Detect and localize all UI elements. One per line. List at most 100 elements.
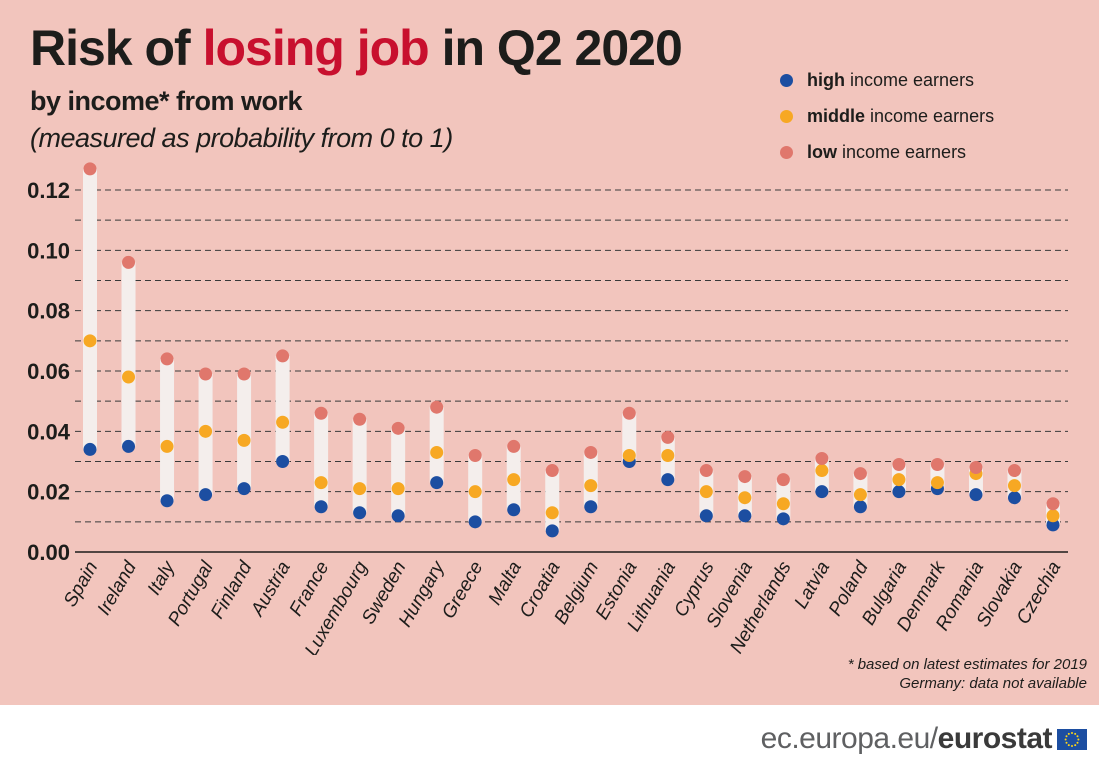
range-bar bbox=[429, 407, 444, 483]
middle-income-point bbox=[545, 506, 559, 520]
x-category-label: Malta bbox=[485, 558, 526, 609]
legend-label-bold: low bbox=[807, 141, 837, 162]
range-bar bbox=[622, 413, 637, 462]
high-income-point bbox=[1007, 491, 1021, 505]
legend-item-low: low income earners bbox=[780, 134, 994, 170]
middle-income-point bbox=[160, 439, 174, 453]
footnote-estimates: * based on latest estimates for 2019 bbox=[847, 656, 1087, 673]
low-income-point bbox=[622, 406, 636, 420]
high-income-point bbox=[815, 485, 829, 499]
low-income-point bbox=[930, 458, 944, 472]
low-income-point bbox=[391, 421, 405, 435]
low-income-point bbox=[468, 448, 482, 462]
middle-income-point bbox=[237, 433, 251, 447]
title-part2: in Q2 2020 bbox=[441, 20, 683, 76]
high-income-point bbox=[122, 439, 136, 453]
low-income-point bbox=[353, 412, 367, 426]
range-bar bbox=[275, 355, 290, 462]
middle-income-point bbox=[584, 479, 598, 493]
legend-item-middle: middle income earners bbox=[780, 98, 994, 134]
high-income-point bbox=[969, 488, 983, 502]
low-income-point bbox=[507, 439, 521, 453]
page-title: Risk of losing job in Q2 2020 bbox=[30, 18, 683, 78]
low-income-point bbox=[776, 473, 790, 487]
legend-label-rest: income earners bbox=[850, 69, 975, 90]
low-income-point bbox=[1007, 464, 1021, 478]
high-income-point bbox=[314, 500, 328, 514]
high-income-point bbox=[391, 509, 405, 523]
high-income-point bbox=[430, 476, 444, 490]
y-tick-label: 0.08 bbox=[27, 299, 70, 324]
low-income-point bbox=[969, 461, 983, 475]
range-bar bbox=[545, 470, 560, 531]
y-tick-label: 0.10 bbox=[27, 238, 70, 263]
high-income-point bbox=[83, 442, 97, 456]
high-income-point bbox=[584, 500, 598, 514]
low-income-point bbox=[738, 470, 752, 484]
low-income-point bbox=[160, 352, 174, 366]
high-income-point bbox=[1046, 518, 1060, 532]
high-income-point bbox=[738, 509, 752, 523]
low-income-point bbox=[661, 430, 675, 444]
range-bar bbox=[121, 262, 136, 447]
range-bar bbox=[314, 413, 329, 507]
middle-income-point bbox=[122, 370, 136, 384]
middle-income-point bbox=[507, 473, 521, 487]
middle-income-point bbox=[930, 476, 944, 490]
y-tick-label: 0.04 bbox=[27, 419, 71, 444]
legend-label-rest: income earners bbox=[870, 105, 995, 126]
middle-income-point bbox=[391, 482, 405, 496]
middle-income-point bbox=[661, 448, 675, 462]
range-bar bbox=[160, 358, 175, 501]
high-income-point bbox=[776, 512, 790, 526]
y-tick-label: 0.02 bbox=[27, 480, 70, 505]
measure-note: (measured as probability from 0 to 1) bbox=[30, 123, 453, 153]
legend-label-bold: high bbox=[807, 69, 845, 90]
middle-income-point bbox=[468, 485, 482, 499]
middle-income-point bbox=[622, 448, 636, 462]
legend-item-high: high income earners bbox=[780, 62, 994, 98]
subtitle: by income* from work bbox=[30, 86, 303, 116]
high-income-point bbox=[507, 503, 521, 517]
low-income-point bbox=[584, 445, 598, 459]
middle-income-point bbox=[430, 445, 444, 459]
range-bar bbox=[352, 419, 367, 513]
legend: high income earners middle income earner… bbox=[780, 62, 994, 170]
range-bar bbox=[237, 374, 252, 489]
infographic-panel: Risk of losing job in Q2 2020 by income*… bbox=[0, 0, 1099, 705]
title-part1: Risk of bbox=[30, 20, 191, 76]
eu-flag-icon bbox=[1057, 728, 1087, 750]
middle-income-point bbox=[853, 488, 867, 502]
dot-range-chart: 0.000.020.040.060.080.100.12SpainIreland… bbox=[27, 162, 1068, 655]
legend-label-bold: middle bbox=[807, 105, 866, 126]
middle-income-point bbox=[815, 464, 829, 478]
source-url: ec.europa.eu/ bbox=[760, 722, 938, 755]
middle-income-point bbox=[276, 415, 290, 429]
low-income-point bbox=[199, 367, 213, 381]
high-income-point bbox=[276, 455, 290, 468]
high-income-point bbox=[892, 485, 906, 499]
low-income-point bbox=[815, 451, 829, 465]
middle-income-point bbox=[738, 491, 752, 505]
low-income-point bbox=[237, 367, 251, 381]
middle-income-point bbox=[776, 497, 790, 511]
range-bar bbox=[83, 168, 97, 450]
high-income-point bbox=[699, 509, 713, 523]
middle-income-point bbox=[199, 424, 213, 438]
y-tick-label: 0.06 bbox=[27, 359, 70, 384]
high-income-point bbox=[661, 473, 675, 487]
low-income-point bbox=[892, 458, 906, 472]
middle-income-point bbox=[1007, 479, 1021, 493]
middle-income-dot-icon bbox=[780, 109, 793, 123]
source-footer: ec.europa.eu/ eurostat bbox=[761, 722, 1087, 756]
footnote-germany: Germany: data not available bbox=[899, 675, 1087, 692]
legend-label-rest: income earners bbox=[842, 141, 967, 162]
eurostat-brand: eurostat bbox=[937, 722, 1053, 755]
high-income-point bbox=[545, 524, 559, 538]
high-income-point bbox=[199, 488, 213, 502]
low-income-point bbox=[83, 162, 97, 176]
low-income-point bbox=[699, 464, 713, 478]
low-income-point bbox=[1046, 497, 1060, 511]
low-income-point bbox=[122, 255, 136, 269]
x-category-label: Italy bbox=[144, 557, 180, 599]
